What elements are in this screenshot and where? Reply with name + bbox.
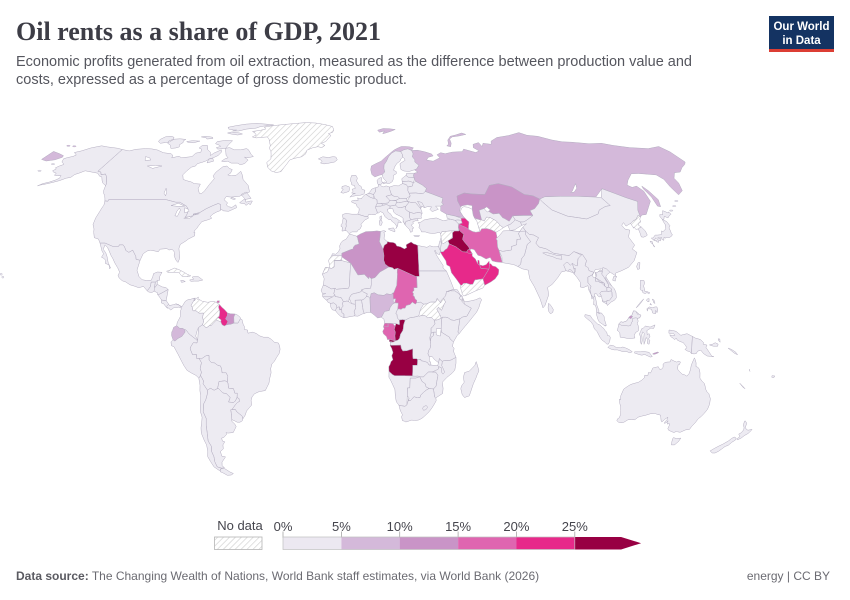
svg-text:15%: 15%	[445, 519, 471, 534]
svg-text:25%: 25%	[562, 519, 588, 534]
svg-text:No data: No data	[217, 518, 263, 533]
svg-text:20%: 20%	[503, 519, 529, 534]
svg-text:5%: 5%	[332, 519, 351, 534]
svg-text:10%: 10%	[387, 519, 413, 534]
svg-text:0%: 0%	[274, 519, 293, 534]
